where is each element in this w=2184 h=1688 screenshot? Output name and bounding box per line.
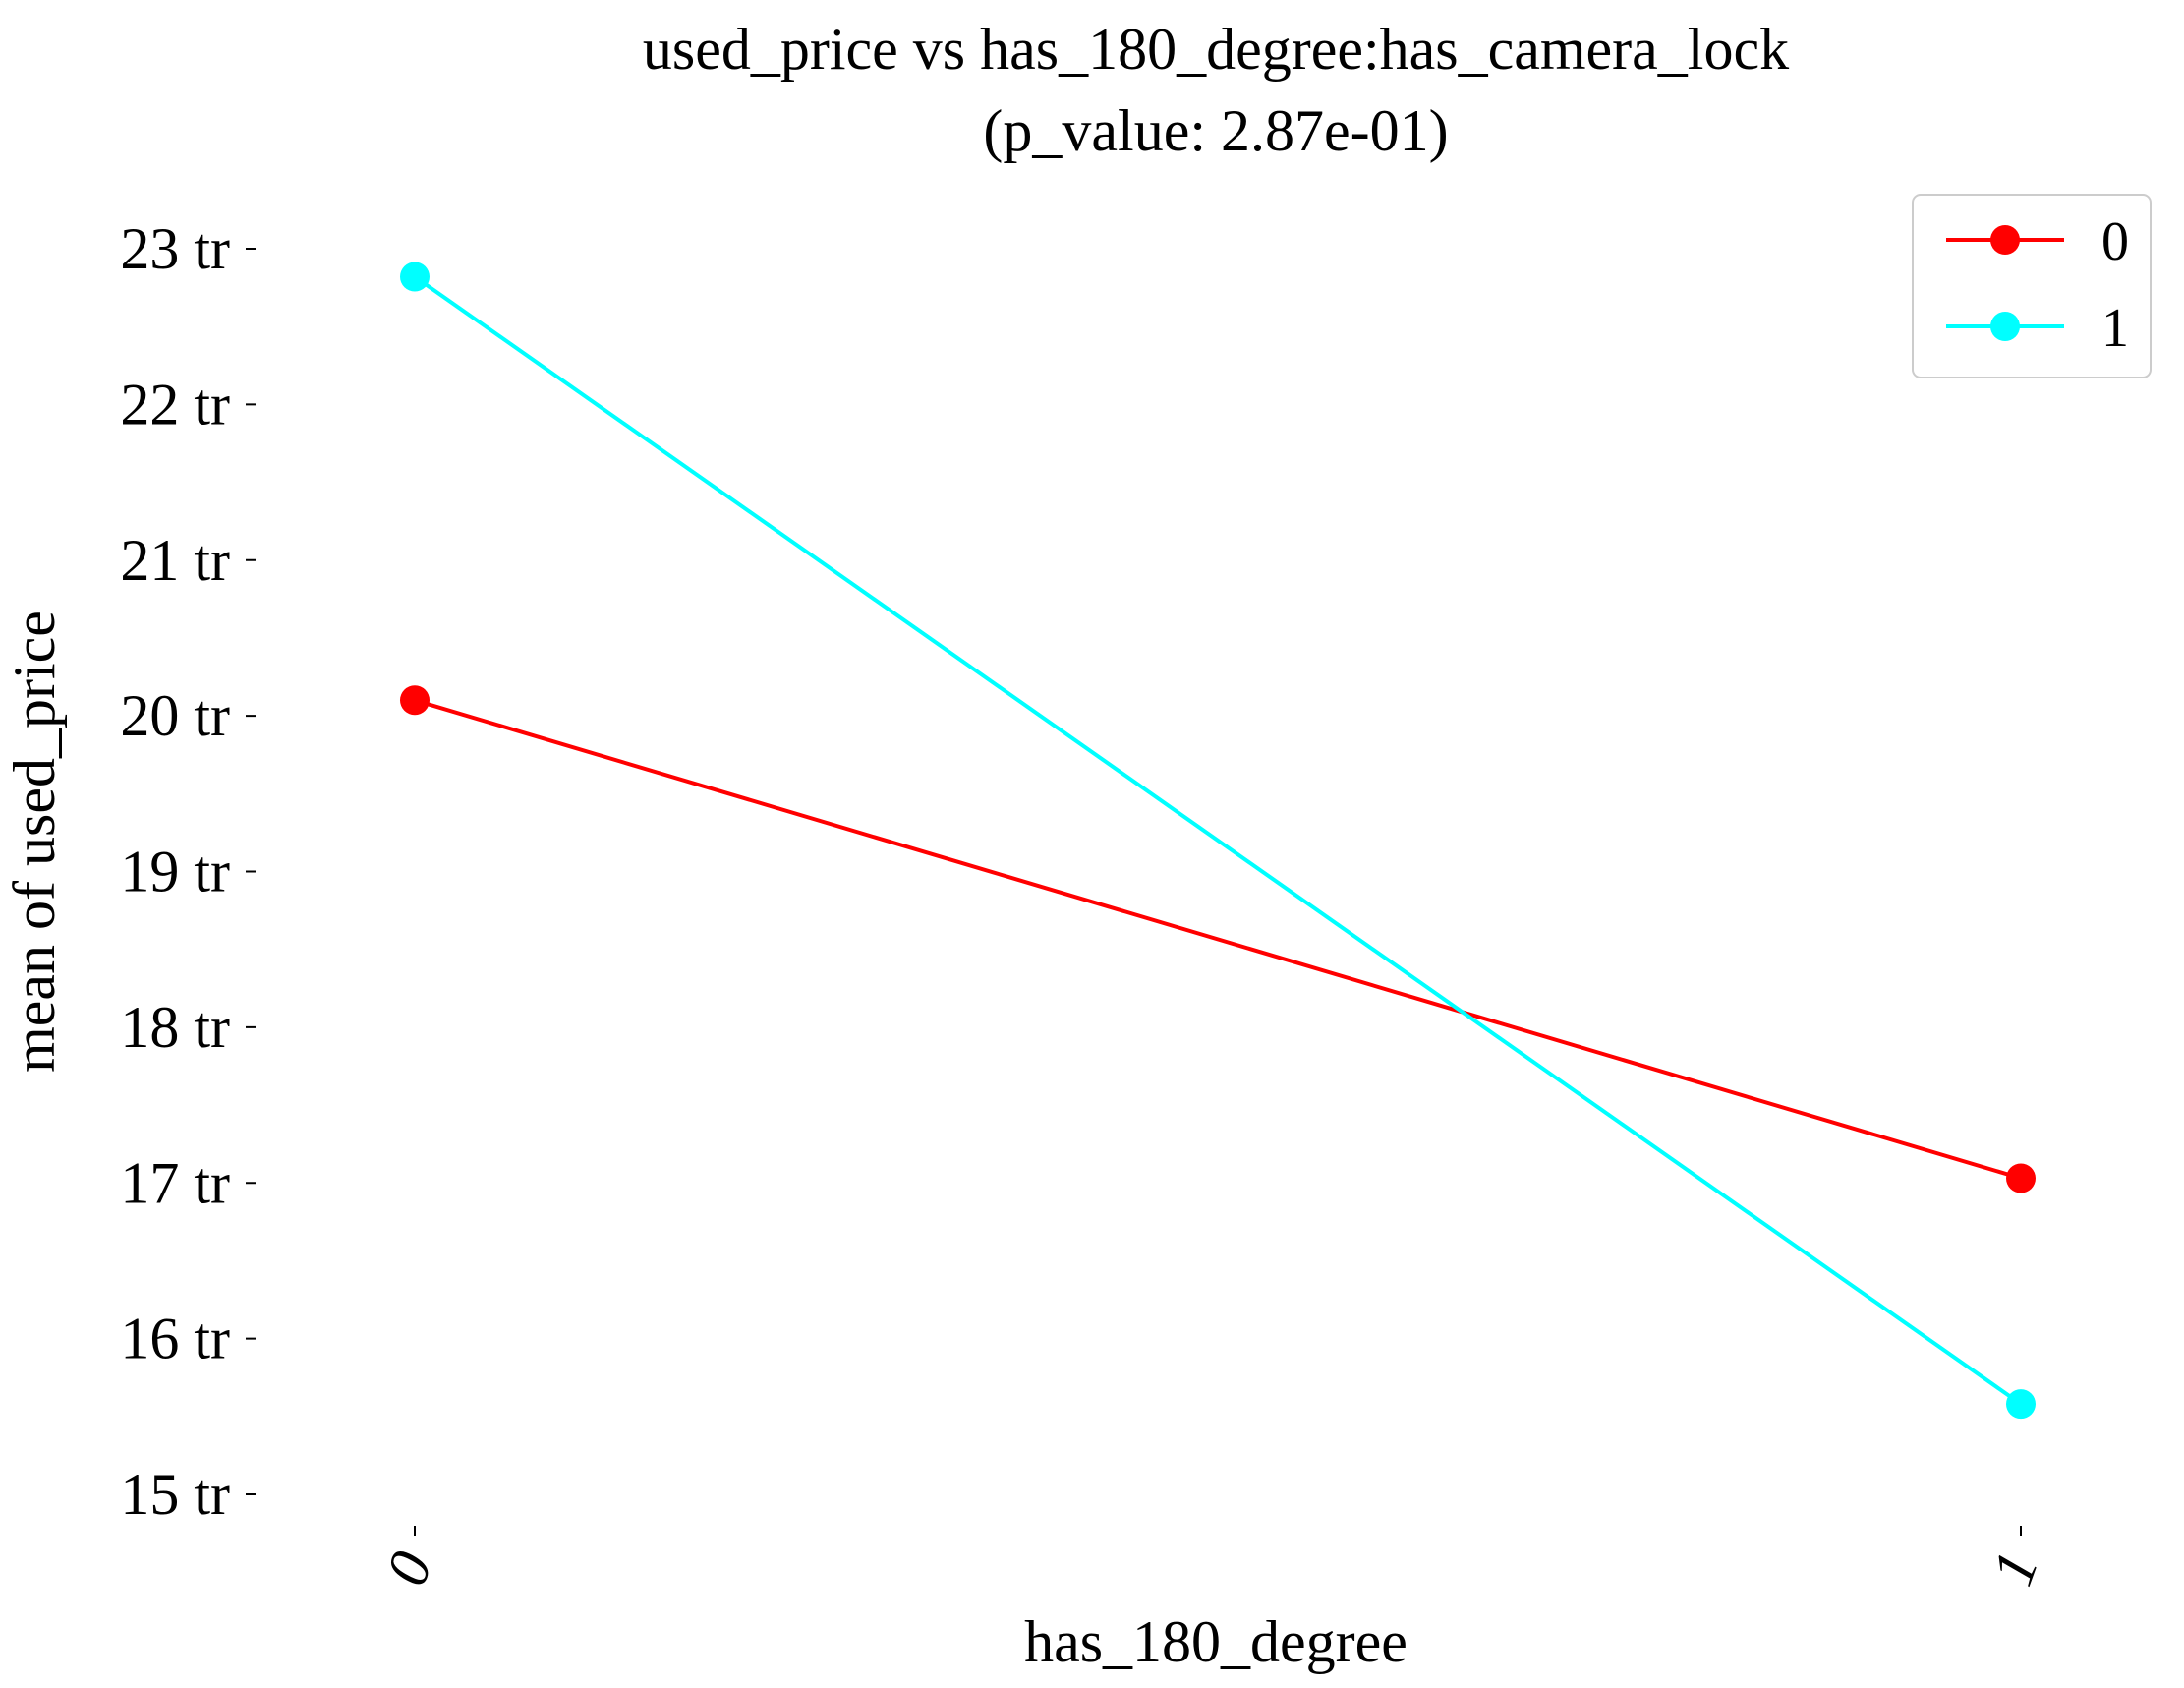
legend-marker-0 xyxy=(1990,225,2020,255)
y-tick-label: 16 tr xyxy=(120,1307,230,1371)
data-point-0-0 xyxy=(400,685,430,716)
x-tick-label: 1 xyxy=(1980,1543,2050,1594)
data-point-1-1 xyxy=(2006,1389,2036,1420)
y-axis: 15 tr 16 tr 17 tr 18 tr 19 tr 20 tr 21 tr 22 tr… xyxy=(120,216,256,1527)
y-tick-label: 23 tr xyxy=(120,216,230,281)
data-point-0-1 xyxy=(2006,1163,2036,1193)
legend-label-1: 1 xyxy=(2101,298,2129,359)
chart-subtitle: (p_value: 2.87e-01) xyxy=(983,98,1448,163)
y-tick-label: 19 tr xyxy=(120,840,230,904)
y-tick-label: 20 tr xyxy=(120,683,230,748)
y-tick-label: 21 tr xyxy=(120,528,230,593)
legend-label-0: 0 xyxy=(2101,211,2129,272)
series-line-1 xyxy=(413,274,2023,1406)
y-tick-label: 17 tr xyxy=(120,1150,230,1215)
series-line-0 xyxy=(414,698,2022,1181)
y-axis-label: mean of used_price xyxy=(2,611,67,1073)
y-tick-label: 22 tr xyxy=(120,372,230,437)
y-tick-label: 15 tr xyxy=(120,1462,230,1527)
legend-marker-1 xyxy=(1990,312,2020,341)
legend: 01 xyxy=(1912,194,2152,378)
y-tick-label: 18 tr xyxy=(120,995,230,1060)
x-axis-label: has_180_degree xyxy=(1024,1609,1408,1674)
data-point-1-0 xyxy=(400,262,430,292)
series-layer xyxy=(400,262,2036,1420)
chart-title: used_price vs has_180_degree:has_camera_… xyxy=(643,17,1789,82)
x-tick-label: 0 xyxy=(374,1543,444,1594)
